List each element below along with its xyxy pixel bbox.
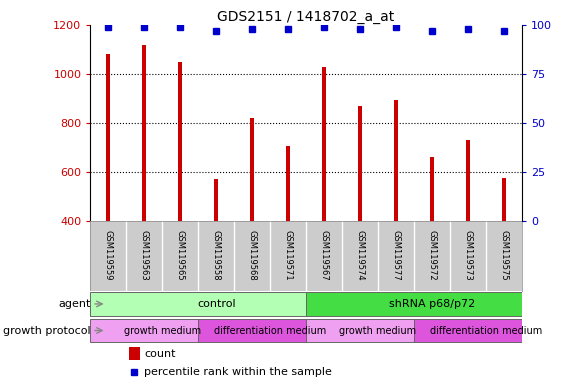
Text: percentile rank within the sample: percentile rank within the sample xyxy=(144,367,332,377)
Text: GSM119559: GSM119559 xyxy=(104,230,113,281)
Text: growth protocol: growth protocol xyxy=(3,326,91,336)
Bar xyxy=(214,179,219,221)
Bar xyxy=(106,54,111,221)
Bar xyxy=(358,106,362,221)
Text: differentiation medium: differentiation medium xyxy=(430,326,542,336)
Bar xyxy=(250,118,254,221)
Bar xyxy=(306,319,414,343)
Text: growth medium: growth medium xyxy=(339,326,416,336)
Text: count: count xyxy=(144,349,176,359)
Bar xyxy=(322,66,326,221)
Bar xyxy=(129,348,140,360)
Bar xyxy=(198,319,306,343)
Title: GDS2151 / 1418702_a_at: GDS2151 / 1418702_a_at xyxy=(217,10,395,24)
Text: growth medium: growth medium xyxy=(124,326,201,336)
Bar xyxy=(90,292,306,316)
Bar xyxy=(90,319,198,343)
Text: GSM119568: GSM119568 xyxy=(248,230,257,281)
Bar xyxy=(414,319,522,343)
Text: GSM119573: GSM119573 xyxy=(463,230,472,281)
Bar xyxy=(306,292,522,316)
Bar xyxy=(286,146,290,221)
Text: GSM119571: GSM119571 xyxy=(283,230,293,281)
Text: shRNA p68/p72: shRNA p68/p72 xyxy=(389,299,475,309)
Bar xyxy=(430,157,434,221)
Text: differentiation medium: differentiation medium xyxy=(214,326,326,336)
Text: GSM119567: GSM119567 xyxy=(319,230,329,281)
Bar xyxy=(178,62,182,221)
Bar xyxy=(394,99,398,221)
Text: GSM119574: GSM119574 xyxy=(356,230,364,281)
Text: agent: agent xyxy=(59,299,91,309)
Bar xyxy=(501,178,506,221)
Text: control: control xyxy=(197,299,236,309)
Bar xyxy=(142,45,146,221)
Text: GSM119558: GSM119558 xyxy=(212,230,221,281)
Text: GSM119563: GSM119563 xyxy=(140,230,149,281)
Text: GSM119572: GSM119572 xyxy=(427,230,437,281)
Text: GSM119577: GSM119577 xyxy=(391,230,401,281)
Text: GSM119565: GSM119565 xyxy=(175,230,185,281)
Bar xyxy=(466,140,470,221)
Text: GSM119575: GSM119575 xyxy=(499,230,508,281)
